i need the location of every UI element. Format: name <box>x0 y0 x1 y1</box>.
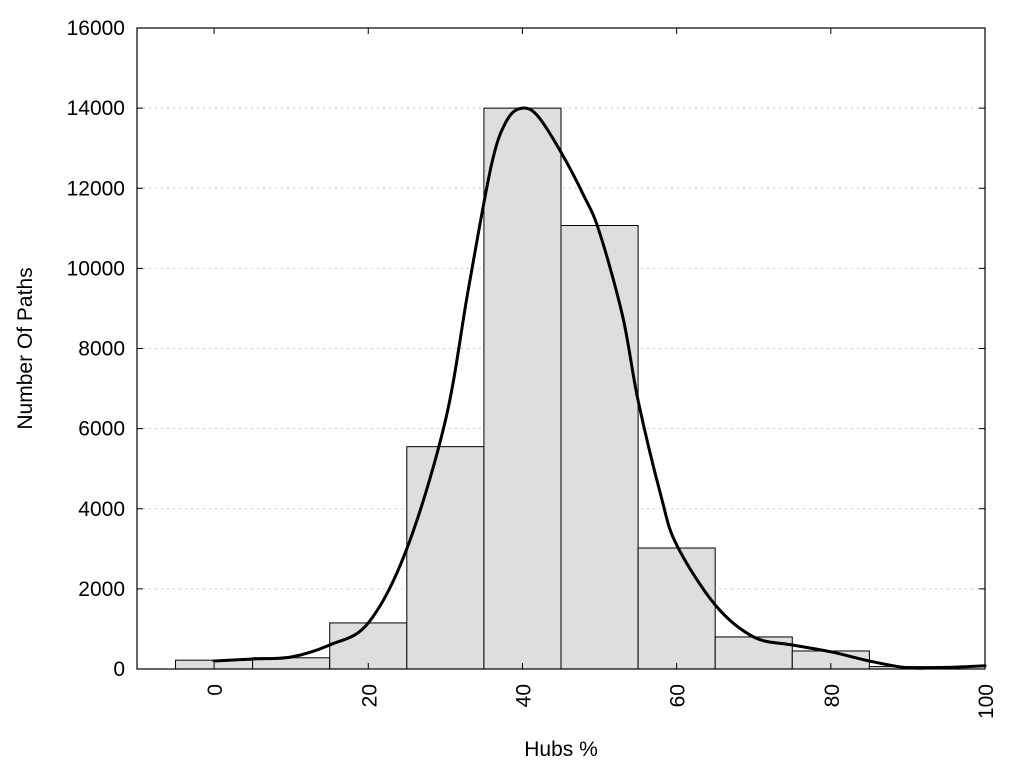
x-tick-label: 40 <box>512 684 535 707</box>
x-tick-label: 0 <box>204 684 227 696</box>
histogram-bar <box>637 547 716 670</box>
x-tick-label: 60 <box>667 684 690 707</box>
y-tick-label: 6000 <box>78 418 125 441</box>
histogram-bar <box>406 446 485 670</box>
y-tick-label: 10000 <box>67 257 125 280</box>
density-curve <box>212 106 987 670</box>
y-tick-label: 16000 <box>67 17 125 40</box>
x-axis-ticks: 0 20 40 60 80 100 <box>204 28 998 719</box>
histogram-bar <box>714 636 793 670</box>
y-tick-label: 2000 <box>78 578 125 601</box>
histogram-bar <box>483 107 562 670</box>
histogram-bar <box>560 225 639 670</box>
y-tick-label: 14000 <box>67 97 125 120</box>
y-axis-title: Number Of Paths <box>14 267 37 429</box>
histogram-bars <box>175 107 947 670</box>
y-tick-label: 4000 <box>78 498 125 521</box>
y-tick-label: 12000 <box>67 177 125 200</box>
density-curve-line <box>212 106 987 670</box>
x-tick-label: 80 <box>821 684 844 707</box>
x-tick-label: 20 <box>358 684 381 707</box>
y-tick-label: 0 <box>113 658 125 681</box>
x-axis-title: Hubs % <box>524 738 598 761</box>
x-tick-label: 100 <box>975 684 998 719</box>
histogram-bar <box>329 622 408 670</box>
y-axis-ticks: 0 2000 4000 6000 8000 10000 12000 14000 16000 <box>67 17 985 681</box>
y-tick-label: 8000 <box>78 338 125 361</box>
